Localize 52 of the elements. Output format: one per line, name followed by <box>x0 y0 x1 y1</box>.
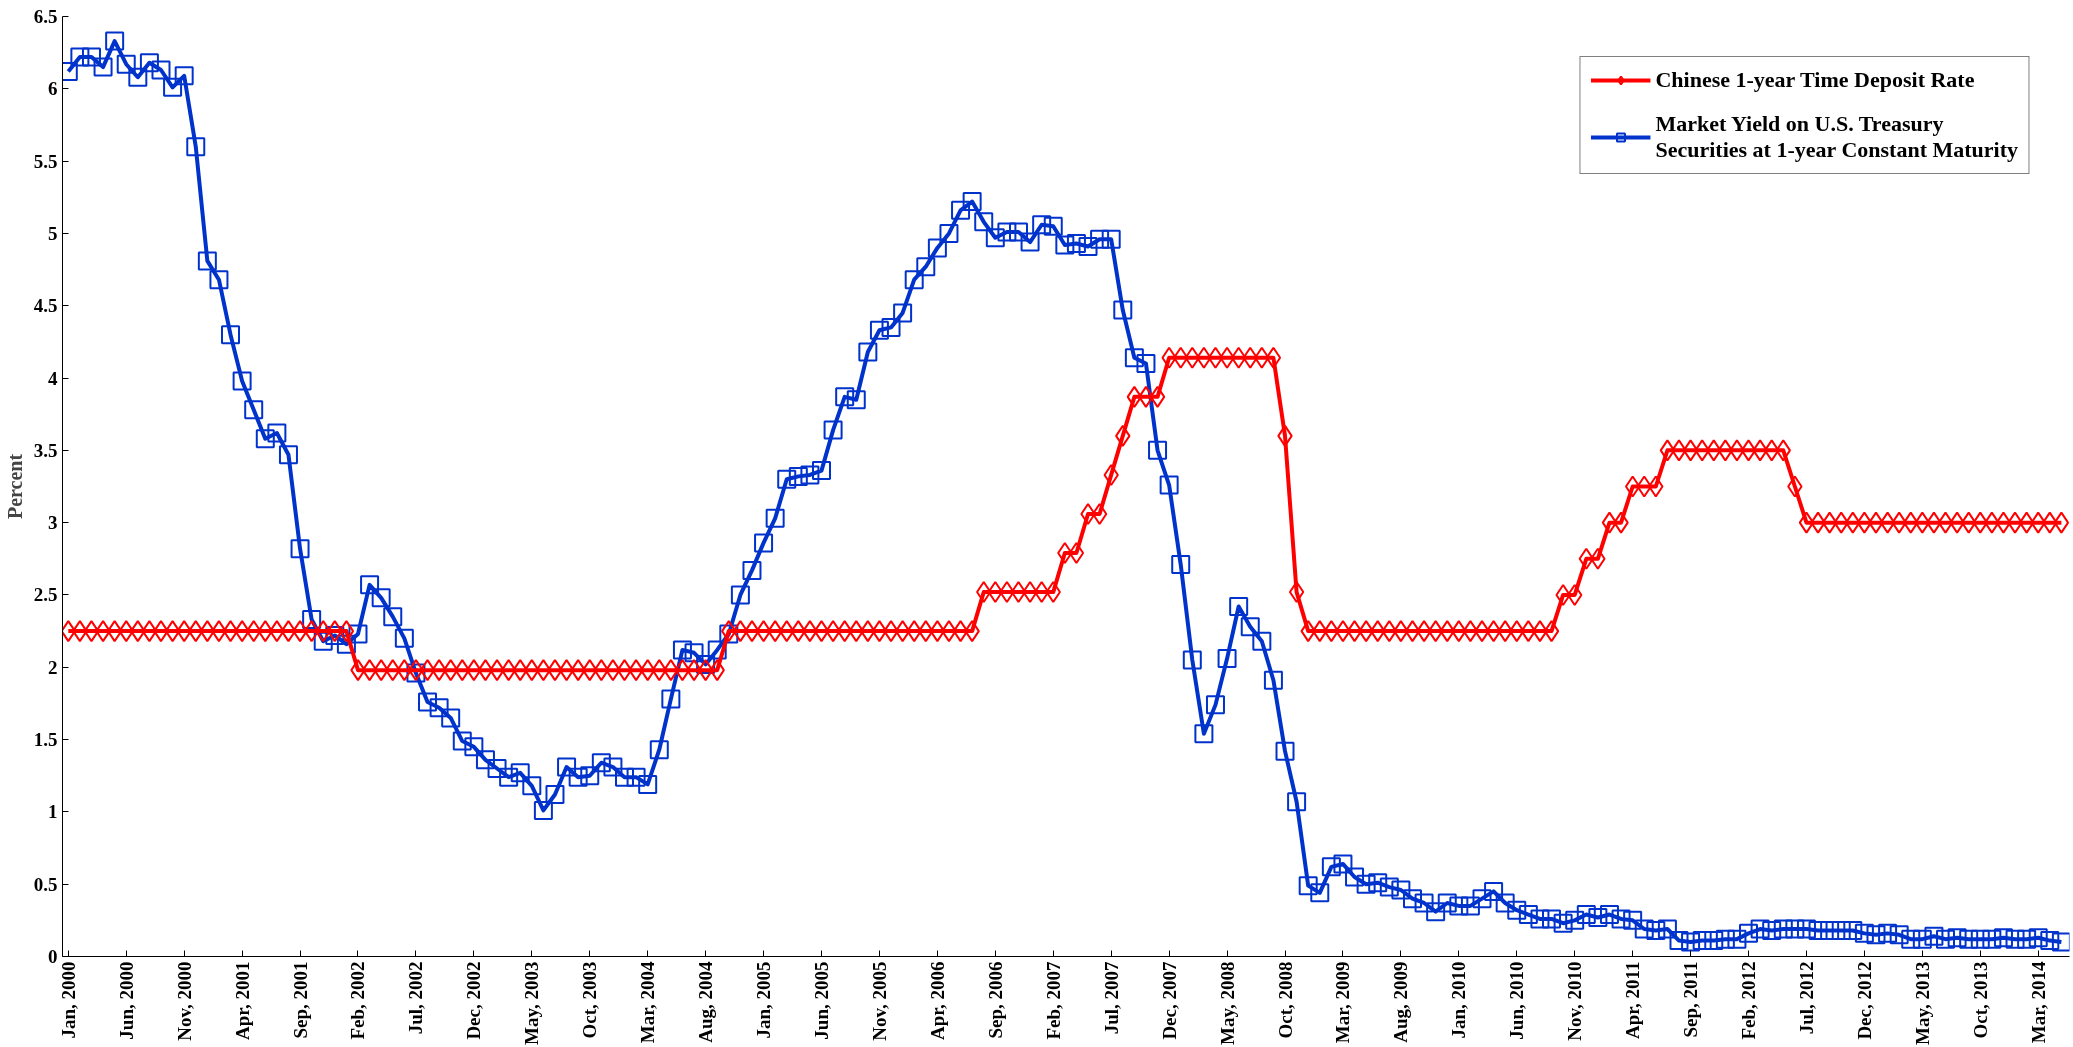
x-tick-label: Sep, 2011 <box>1680 961 1702 1038</box>
x-tick-label: Apr, 2011 <box>1622 961 1644 1039</box>
x-tick-label: Aug, 2004 <box>695 961 717 1043</box>
x-tick-label: Feb, 2012 <box>1738 961 1760 1040</box>
x-tick-label: Jan, 2005 <box>753 961 775 1039</box>
x-tick-label: Oct, 2008 <box>1274 961 1296 1039</box>
x-tick-label: Jul, 2012 <box>1795 961 1817 1035</box>
x-tick-label: Sep, 2001 <box>289 961 311 1039</box>
x-tick-label: Apr, 2001 <box>231 961 253 1040</box>
y-axis-title: Percent <box>3 453 26 520</box>
y-tick-label: 3.5 <box>33 439 58 461</box>
y-tick-label: 0 <box>48 946 58 967</box>
y-tick-label: 5.5 <box>33 150 58 172</box>
x-tick-label: Feb, 2007 <box>1042 961 1064 1040</box>
x-tick-label: Oct, 2003 <box>579 961 601 1039</box>
x-tick-label: May, 2003 <box>521 961 543 1045</box>
y-tick-label: 1.5 <box>33 729 58 751</box>
x-tick-label: Aug, 2009 <box>1390 961 1412 1043</box>
legend-label: Market Yield on U.S. Treasury Securities at 1-year Constant Maturity <box>1655 111 2018 163</box>
x-tick-label: Apr, 2006 <box>926 961 948 1040</box>
x-tick-label: Jan, 2000 <box>57 961 79 1039</box>
y-tick-label: 0.5 <box>33 873 58 895</box>
y-tick-label: 6.5 <box>33 6 58 27</box>
y-tick-label: 6 <box>48 78 58 100</box>
x-tick-label: May, 2008 <box>1216 961 1238 1045</box>
x-tick-label: Jul, 2002 <box>405 961 427 1035</box>
x-tick-label: May, 2013 <box>1911 961 1933 1045</box>
y-tick-label: 1 <box>48 801 58 823</box>
x-tick-label: Dec, 2007 <box>1158 961 1180 1040</box>
x-tick-label: Dec, 2002 <box>463 961 485 1040</box>
x-tick-label: Jun, 2005 <box>811 961 832 1040</box>
x-tick-label: Jan, 2010 <box>1448 961 1470 1039</box>
x-tick-label: Feb, 2002 <box>347 961 369 1040</box>
x-tick-label: Mar, 2004 <box>637 961 659 1044</box>
x-tick-label: Jun, 2010 <box>1506 961 1528 1040</box>
y-tick-label: 4.5 <box>33 295 58 317</box>
x-tick-label: Oct, 2013 <box>1969 961 1991 1039</box>
x-tick-label: Jun, 2000 <box>115 961 137 1040</box>
y-tick-label: 3 <box>48 512 58 534</box>
x-tick-label: Nov, 2005 <box>868 961 890 1041</box>
x-tick-label: Jul, 2007 <box>1100 961 1122 1035</box>
legend-label: Chinese 1-year Time Deposit Rate <box>1655 67 1975 93</box>
x-tick-label: Dec, 2012 <box>1853 961 1875 1040</box>
x-tick-label: Nov, 2010 <box>1564 961 1586 1041</box>
x-tick-label: Mar, 2009 <box>1332 961 1354 1044</box>
y-tick-label: 4 <box>48 367 58 389</box>
x-tick-label: Nov, 2000 <box>173 961 195 1041</box>
x-tick-label: Sep, 2006 <box>984 961 1006 1039</box>
y-tick-label: 5 <box>48 222 58 244</box>
y-tick-label: 2.5 <box>33 584 58 606</box>
x-tick-label: Mar, 2014 <box>2027 961 2049 1044</box>
y-tick-label: 2 <box>48 656 58 678</box>
